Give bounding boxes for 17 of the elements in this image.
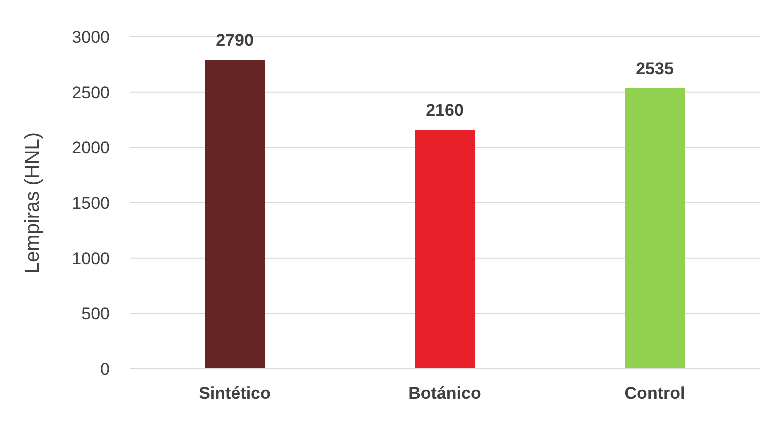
y-axis-title: Lempiras (HNL) <box>22 132 44 274</box>
y-tick-label: 2500 <box>72 83 110 102</box>
data-label: 2790 <box>216 31 254 50</box>
y-tick-label: 0 <box>100 360 110 380</box>
bar <box>625 88 685 369</box>
bar <box>415 130 475 369</box>
x-tick-label: Botánico <box>408 384 482 404</box>
y-tick-label: 2000 <box>72 138 110 158</box>
y-tick-label: 1000 <box>72 249 110 268</box>
data-label: 2535 <box>636 59 674 78</box>
y-tick-label: 1500 <box>72 194 110 214</box>
x-tick-label: Sintético <box>199 384 271 404</box>
y-tick-label: 500 <box>82 304 110 324</box>
x-tick-label: Control <box>624 384 686 404</box>
y-tick-label: 3000 <box>72 28 110 48</box>
bar <box>205 60 265 369</box>
data-label: 2160 <box>426 100 464 120</box>
